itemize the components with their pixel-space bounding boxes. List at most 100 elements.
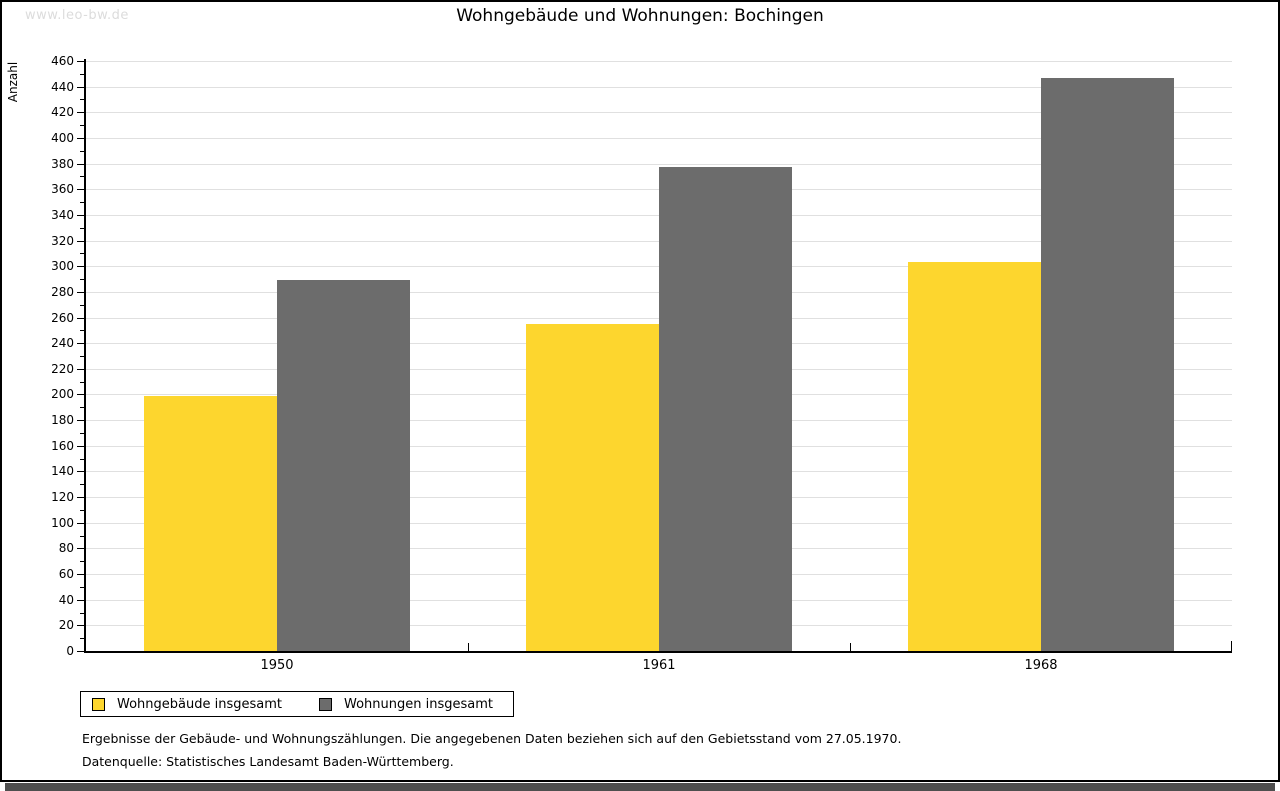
y-axis-minor-tick [80,99,84,101]
legend-label-wohngebaeude: Wohngebäude insgesamt [117,696,282,712]
bar-wohnungen-1968 [1041,77,1174,651]
y-axis-minor-tick [80,638,84,640]
y-tick-label: 380 [51,156,74,171]
bar-wohngebäude-1968 [908,262,1041,651]
y-axis-minor-tick [80,253,84,255]
y-axis-title: Anzahl [6,61,20,103]
y-axis-minor-tick [80,227,84,229]
y-tick-label: 320 [51,233,74,248]
gridline [86,163,1232,165]
y-axis-minor-tick [80,356,84,357]
y-tick-label: 20 [58,618,74,633]
y-tick-label: 60 [58,567,74,582]
y-tick-label: 260 [51,310,74,325]
x-axis-end-tick [1231,641,1232,651]
x-tick-label-1950: 1950 [260,658,294,673]
footnote-datenquelle: Datenquelle: Statistisches Landesamt Bad… [82,754,454,769]
y-tick-label: 240 [51,336,74,351]
y-axis-minor-tick [80,330,84,332]
chart-title: Wohngebäude und Wohnungen: Bochingen [456,6,824,26]
y-axis-major-tick [77,189,84,191]
y-tick-label: 100 [51,515,74,530]
y-axis-minor-tick [80,125,84,127]
y-axis-major-tick [77,343,84,345]
y-axis-minor-tick [80,561,84,563]
y-tick-label: 40 [58,592,74,607]
legend-label-wohnungen: Wohnungen insgesamt [344,696,493,712]
y-axis-minor-tick [80,432,84,434]
plot-area: 0 20 40 60 80 100 120 140 160 180 200 220 240 260 280 3… [51,54,1232,673]
y-tick-label: 420 [51,105,74,120]
y-axis-major-tick [77,599,84,601]
y-axis-minor-tick [80,586,84,588]
y-axis-major-tick [77,497,84,499]
y-axis-major-tick [77,548,84,550]
y-axis-major-tick [77,625,84,627]
legend-item-wohngebaeude: Wohngebäude insgesamt [92,697,282,712]
bar-wohnungen-1961 [659,167,792,651]
y-axis-minor-tick [80,381,84,383]
y-axis-major-tick [77,394,84,396]
y-tick-label: 180 [51,413,74,428]
y-axis-minor-tick [80,509,84,511]
legend-item-wohnungen: Wohnungen insgesamt [319,697,493,712]
y-axis-minor-tick [80,612,84,614]
y-axis-major-tick [77,240,84,242]
y-axis-major-tick [77,317,84,319]
y-axis-minor-tick [80,73,84,75]
y-axis-minor-tick [80,304,84,306]
gridline [86,112,1232,114]
y-tick-label: 340 [51,207,74,222]
y-axis-major-tick [77,522,84,524]
y-axis-major-tick [77,445,84,447]
y-axis-minor-tick [80,279,84,281]
y-tick-label: 0 [66,644,74,658]
y-tick-label: 120 [51,490,74,505]
y-axis-major-tick [77,471,84,473]
y-tick-label: 300 [51,259,74,274]
y-axis-major-tick [77,266,84,268]
legend-swatch-wohngebaeude [92,697,105,711]
legend-swatch-wohnungen [319,697,332,711]
y-tick-label: 80 [58,541,74,556]
y-tick-label: 440 [51,79,74,94]
y-axis-minor-tick [80,535,84,537]
y-axis-major-tick [77,86,84,88]
y-tick-label: 200 [51,387,74,402]
x-axis-separator-tick [850,643,851,651]
y-axis-minor-tick [80,407,84,409]
y-tick-label: 280 [51,284,74,299]
y-axis-major-tick [77,651,84,652]
gridline [86,61,1232,62]
gridline [86,86,1232,88]
watermark: www.leo-bw.de [25,8,129,23]
y-axis-major-tick [77,137,84,139]
y-axis-major-tick [77,163,84,165]
y-axis-minor-tick [80,150,84,152]
y-tick-label: 360 [51,182,74,197]
y-tick-label: 400 [51,130,74,145]
y-axis-major-tick [77,574,84,576]
bar-wohnungen-1950 [277,280,410,651]
y-axis-major-tick [77,214,84,216]
y-axis-minor-tick [80,176,84,178]
legend: Wohngebäude insgesamt Wohnungen insgesam… [80,691,514,717]
footnote-gebietsstand: Ergebnisse der Gebäude- und Wohnungszähl… [82,731,902,746]
gridline [86,137,1232,139]
y-axis-major-tick [77,61,84,62]
bar-wohngebäude-1961 [526,323,659,651]
bottom-border-bar [5,783,1275,791]
x-axis-separator-tick [468,643,469,651]
y-axis-minor-tick [80,202,84,204]
y-axis-major-tick [77,112,84,114]
x-tick-label-1961: 1961 [642,658,676,673]
y-axis-major-tick [77,291,84,293]
y-axis-major-tick [77,368,84,370]
y-tick-label: 460 [51,54,74,68]
y-axis-major-tick [77,420,84,422]
bar-wohngebäude-1950 [144,395,277,651]
y-tick-label: 160 [51,438,74,453]
y-tick-label: 140 [51,464,74,479]
y-axis-minor-tick [80,458,84,460]
